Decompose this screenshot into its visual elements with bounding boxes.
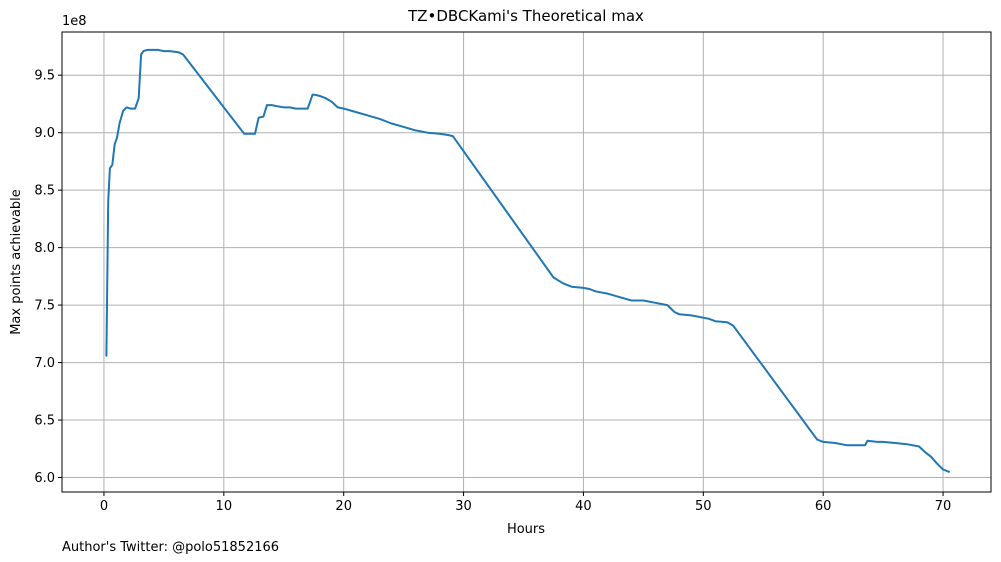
- y-axis-label: Max points achievable: [9, 189, 24, 335]
- x-tick-label: 40: [575, 499, 592, 514]
- x-tick-label: 30: [455, 499, 472, 514]
- y-tick-label: 6.5: [34, 414, 55, 429]
- y-tick-label: 9.0: [34, 126, 55, 141]
- series-line: [105, 48, 950, 473]
- x-tick-label: 60: [815, 499, 832, 514]
- y-tick-label: 7.5: [34, 299, 55, 314]
- y-tick-label: 6.0: [34, 471, 55, 486]
- x-tick-label: 20: [335, 499, 352, 514]
- y-axis-ticks: 6.0 6.5 7.0 7.5 8.0 8.5 9.0 9.5: [34, 69, 62, 486]
- plot-frame: [61, 31, 992, 493]
- x-tick-label: 10: [216, 499, 233, 514]
- x-tick-label: 50: [695, 499, 712, 514]
- y-tick-label: 7.0: [34, 356, 55, 371]
- x-axis-ticks: 0 10 20 30 40 50 60 70: [100, 492, 952, 514]
- y-tick-label: 8.5: [34, 184, 55, 199]
- author-twitter-text: Author's Twitter: @polo51852166: [62, 540, 279, 555]
- y-tick-label: 9.5: [34, 69, 55, 84]
- y-tick-label: 8.0: [34, 241, 55, 256]
- x-tick-label: 70: [935, 499, 952, 514]
- y-offset-label: 1e8: [62, 14, 87, 29]
- chart-title: TZ•DBCKami's Theoretical max: [407, 7, 644, 25]
- x-tick-label: 0: [100, 499, 108, 514]
- x-axis-label: Hours: [507, 522, 545, 537]
